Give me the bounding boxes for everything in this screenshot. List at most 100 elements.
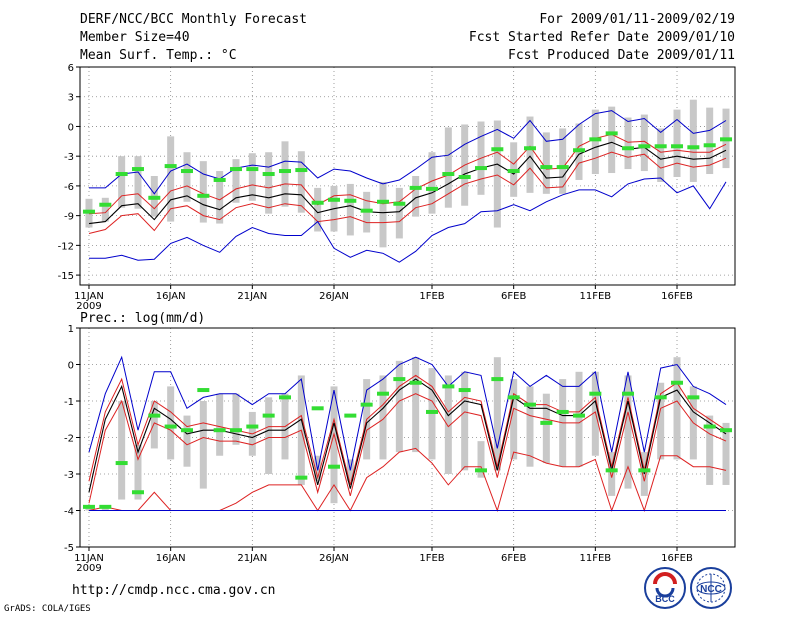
range-box bbox=[379, 375, 387, 460]
range-box bbox=[640, 114, 648, 172]
range-box bbox=[183, 152, 191, 202]
range-box bbox=[559, 128, 567, 194]
ncc-logo-text: NCC bbox=[700, 584, 722, 595]
obs-marker bbox=[229, 428, 242, 433]
range-box bbox=[526, 386, 534, 467]
x-tick-label: 16JAN bbox=[156, 291, 186, 302]
range-box bbox=[134, 444, 142, 500]
obs-marker bbox=[524, 402, 537, 407]
x-tick-label: 6FEB bbox=[501, 553, 526, 564]
range-box bbox=[199, 401, 207, 489]
obs-marker bbox=[295, 475, 308, 480]
x-tick-label: 1FEB bbox=[419, 291, 444, 302]
obs-marker bbox=[703, 424, 716, 429]
panel-title: Prec.: log(mm/d) bbox=[80, 311, 205, 326]
x-tick-label: 6FEB bbox=[501, 291, 526, 302]
range-box bbox=[624, 117, 632, 170]
bcc-logo-icon: BCC bbox=[644, 567, 686, 609]
range-box bbox=[575, 371, 583, 467]
ncc-logo-icon: NCC bbox=[690, 567, 732, 609]
obs-marker bbox=[164, 424, 177, 429]
obs-marker bbox=[458, 388, 471, 393]
obs-marker bbox=[556, 409, 569, 414]
obs-marker bbox=[131, 167, 144, 172]
range-box bbox=[673, 109, 681, 177]
obs-marker bbox=[671, 380, 684, 385]
range-box bbox=[232, 159, 240, 203]
obs-marker bbox=[164, 164, 177, 169]
range-box bbox=[346, 183, 354, 236]
y-tick-label: -3 bbox=[64, 470, 74, 481]
obs-marker bbox=[262, 172, 275, 177]
x-tick-label: 16FEB bbox=[661, 291, 693, 302]
range-box bbox=[134, 156, 142, 209]
obs-marker bbox=[687, 395, 700, 400]
range-box bbox=[412, 357, 420, 453]
obs-marker bbox=[311, 200, 324, 205]
x-tick-label: 21JAN bbox=[237, 291, 267, 302]
series-line-lower bbox=[88, 393, 727, 504]
refer-date: Fcst Started Refer Date 2009/01/10 bbox=[468, 30, 735, 45]
range-box bbox=[722, 422, 730, 485]
range-box bbox=[216, 393, 224, 456]
obs-marker bbox=[556, 165, 569, 170]
obs-marker bbox=[295, 168, 308, 173]
series-line-upper bbox=[88, 374, 727, 486]
obs-marker bbox=[344, 413, 357, 418]
y-tick-label: 0 bbox=[68, 122, 74, 133]
obs-marker bbox=[327, 197, 340, 202]
obs-marker bbox=[475, 166, 488, 171]
obs-marker bbox=[638, 144, 651, 149]
obs-marker bbox=[327, 464, 340, 469]
obs-marker bbox=[376, 199, 389, 204]
obs-marker bbox=[654, 144, 667, 149]
range-box bbox=[444, 127, 452, 208]
obs-marker bbox=[180, 428, 193, 433]
x-tick-label: 1FEB bbox=[419, 553, 444, 564]
obs-marker bbox=[99, 504, 112, 509]
range-box bbox=[510, 379, 518, 460]
x-tick-label: 11FEB bbox=[580, 553, 612, 564]
obs-marker bbox=[99, 202, 112, 207]
obs-marker bbox=[654, 395, 667, 400]
figure-title: DERF/NCC/BCC Monthly Forecast bbox=[80, 12, 307, 27]
series-line-mean bbox=[88, 141, 727, 225]
obs-marker bbox=[507, 395, 520, 400]
range-box bbox=[657, 382, 665, 460]
range-box bbox=[657, 128, 665, 182]
range-box bbox=[428, 152, 436, 214]
x-tick-label: 11JAN bbox=[74, 291, 104, 302]
obs-marker bbox=[442, 172, 455, 177]
variable-label: Mean Surf. Temp.: °C bbox=[80, 48, 237, 63]
series-line-lower bbox=[88, 151, 727, 234]
obs-marker bbox=[311, 406, 324, 411]
y-tick-label: -2 bbox=[64, 434, 74, 445]
range-box bbox=[477, 441, 485, 478]
grads-credit: GrADS: COLA/IGES bbox=[4, 604, 91, 614]
obs-marker bbox=[540, 420, 553, 425]
obs-marker bbox=[197, 193, 210, 198]
produced-date: Fcst Produced Date 2009/01/11 bbox=[508, 48, 735, 63]
obs-marker bbox=[82, 504, 95, 509]
range-box bbox=[608, 452, 616, 496]
obs-marker bbox=[573, 413, 586, 418]
range-box bbox=[330, 386, 338, 504]
year-label: 2009 bbox=[76, 563, 101, 574]
year-label: 2009 bbox=[76, 301, 101, 312]
obs-marker bbox=[148, 195, 161, 200]
obs-marker bbox=[475, 468, 488, 473]
range-box bbox=[150, 401, 158, 449]
obs-marker bbox=[409, 185, 422, 190]
y-tick-label: 1 bbox=[68, 324, 74, 335]
x-tick-label: 16FEB bbox=[661, 553, 693, 564]
x-tick-label: 21JAN bbox=[237, 553, 267, 564]
range-box bbox=[493, 357, 501, 471]
range-box bbox=[689, 99, 697, 182]
y-tick-label: -9 bbox=[64, 212, 74, 223]
obs-marker bbox=[720, 428, 733, 433]
source-url[interactable]: http://cmdp.ncc.cma.gov.cn bbox=[72, 583, 276, 598]
range-box bbox=[542, 393, 550, 464]
range-box bbox=[624, 375, 632, 489]
range-box bbox=[526, 116, 534, 193]
